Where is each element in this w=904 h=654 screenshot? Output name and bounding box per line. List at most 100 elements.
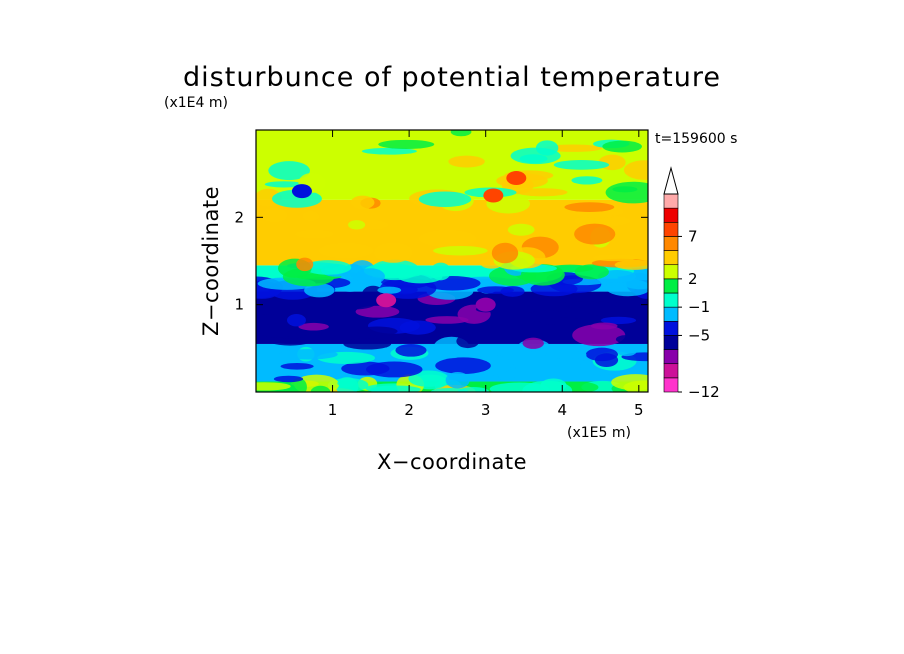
y-axis-label: Z−coordinate [199, 186, 223, 336]
colorbar-swatch [663, 320, 679, 336]
texture-blob [260, 207, 288, 223]
texture-blob [477, 286, 514, 294]
colorbar-swatch [663, 363, 679, 379]
texture-blob [343, 338, 392, 350]
texture-blob [571, 176, 603, 185]
feature-1 [506, 171, 527, 186]
texture-blob [574, 264, 609, 280]
texture-blob [350, 195, 375, 210]
texture-blob [522, 337, 544, 349]
texture-blob [491, 242, 519, 264]
colorbar-swatch [663, 250, 679, 266]
texture-blob [544, 350, 587, 359]
texture-blob [580, 302, 630, 316]
colorbar-swatch [663, 306, 679, 322]
texture-blob [287, 314, 306, 327]
y-unit-label: (x1E4 m) [164, 95, 228, 111]
texture-blob [258, 323, 298, 338]
x-tick-label: 1 [328, 401, 338, 419]
texture-blob [564, 202, 615, 212]
x-axis: 1 2 3 4 5 [328, 130, 644, 419]
texture-blob [298, 322, 329, 331]
texture-blob [605, 181, 648, 204]
colorbar-swatch [663, 193, 679, 209]
texture-blob [623, 380, 648, 392]
texture-blob [280, 363, 314, 370]
texture-blob [522, 380, 573, 392]
colorbar-tick-label: −5 [688, 326, 710, 344]
texture-blob [356, 326, 398, 336]
texture-blob [310, 385, 331, 392]
colorbar-swatch [663, 278, 679, 294]
feature-4 [475, 297, 496, 312]
texture-blob [574, 215, 631, 227]
x-tick-label: 2 [404, 401, 414, 419]
colorbar-tick-label: −1 [688, 298, 710, 316]
colorbar-tick-label: 2 [688, 270, 698, 288]
x-axis-label: X−coordinate [377, 450, 527, 474]
texture-blob [370, 385, 421, 392]
texture-blob [355, 305, 400, 318]
texture-blob [377, 286, 402, 294]
feature-3 [376, 293, 397, 308]
texture-blob [570, 382, 599, 392]
texture-blob [318, 242, 374, 259]
colorbar-swatch [663, 236, 679, 251]
texture-blob [395, 344, 427, 357]
colorbar-swatch [663, 335, 679, 350]
texture-blob [304, 260, 352, 275]
texture-blob [445, 371, 470, 389]
texture-blob [600, 316, 637, 325]
texture-blob [403, 265, 440, 275]
texture-blob [373, 242, 413, 263]
texture-blob [256, 314, 288, 322]
texture-blob [273, 375, 304, 383]
texture-blob [553, 159, 610, 170]
colorbar-extend-arrow [663, 166, 679, 195]
x-unit-label: (x1E5 m) [567, 425, 631, 441]
texture-blob [602, 140, 642, 153]
y-tick-label: 2 [234, 208, 244, 226]
chart-title: disturbunce of potential temperature [183, 62, 721, 93]
texture-blob [302, 211, 320, 222]
texture-blob [418, 229, 477, 248]
texture-blob [456, 334, 480, 349]
texture-blob [365, 361, 423, 378]
x-tick-label: 4 [557, 401, 567, 419]
texture-blob [615, 335, 636, 344]
y-axis: 12 [234, 208, 648, 314]
texture-blob [279, 349, 338, 360]
texture-blob [450, 130, 472, 137]
texture-blob [592, 254, 638, 262]
texture-blob [408, 370, 449, 387]
texture-blobs [256, 130, 648, 392]
texture-blob [544, 144, 603, 152]
texture-blob [294, 229, 334, 239]
feature-2 [291, 184, 312, 199]
colorbar: 7 2 −1 −5 −12 [663, 166, 720, 401]
y-tick-label: 1 [234, 296, 244, 314]
texture-blob [623, 160, 648, 180]
colorbar-swatch [663, 377, 679, 393]
texture-blob [296, 257, 314, 272]
texture-blob [517, 188, 568, 197]
texture-blob [348, 220, 366, 230]
colorbar-swatch [663, 207, 679, 223]
texture-blob [507, 223, 535, 236]
colorbar-swatch [663, 349, 679, 365]
texture-blob [539, 317, 590, 326]
texture-blob [435, 357, 491, 374]
texture-blob [264, 181, 304, 188]
texture-blob [572, 324, 626, 347]
texture-blob [399, 320, 436, 335]
colorbar-swatch [663, 221, 679, 237]
texture-blob [378, 139, 435, 149]
texture-blob [361, 147, 417, 155]
texture-blob [519, 154, 548, 164]
texture-blob [430, 387, 469, 392]
colorbar-swatch [663, 292, 679, 308]
texture-blob [256, 382, 291, 391]
x-tick-label: 3 [481, 401, 491, 419]
texture-blob [425, 316, 469, 324]
